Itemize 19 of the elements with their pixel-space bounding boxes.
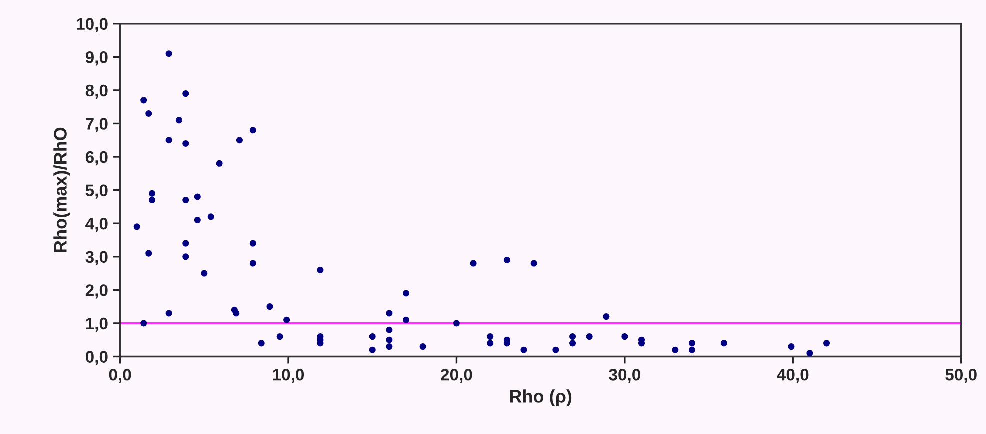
y-tick-label: 1,0 [86,318,108,332]
x-tick-label: 0,0 [109,368,132,384]
y-tick-label: 6,0 [86,151,108,166]
y-tick-label: 10,0 [77,18,108,32]
y-tick-label: 4,0 [86,218,108,232]
y-tick-label: 8,0 [86,84,108,100]
x-axis-title: Rho (ρ) [510,390,572,406]
x-tick-label: 20,0 [441,368,472,384]
y-tick-label: 5,0 [86,184,108,199]
x-tick-label: 10,0 [273,368,304,384]
y-tick-label: 0,0 [86,351,108,366]
x-tick-label: 50,0 [946,368,977,384]
y-tick-label: 9,0 [86,52,108,66]
y-tick-label: 2,0 [86,284,108,299]
y-tick-label: 7,0 [86,118,108,132]
x-tick-label: 40,0 [777,368,809,384]
y-axis-title: Rho(max)/RhO [54,128,70,252]
y-tick-label: 3,0 [86,251,108,266]
x-tick-label: 30,0 [609,368,640,384]
